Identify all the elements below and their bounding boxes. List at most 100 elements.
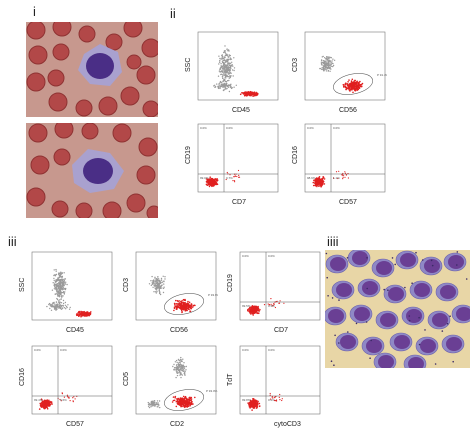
event-dot [231,61,233,63]
event-dot [315,181,318,184]
event-dot [155,292,157,294]
event-dot [61,272,63,274]
event-dot [188,306,190,309]
event-dot [218,55,220,57]
event-dot [181,369,183,372]
event-dot [181,367,183,369]
event-dot [184,304,187,307]
event-dot [212,181,215,183]
event-dot [158,400,161,402]
event-dot [221,61,224,64]
event-dot [218,61,221,63]
event-dot [180,356,182,359]
event-dot [179,358,182,361]
event-dot [229,58,231,60]
quadrant-label-q1: 0.0% [307,126,314,130]
event-dot [56,283,59,285]
event-dot [63,291,65,294]
event-dot [323,65,325,68]
event-dot [210,181,212,184]
event-dot [315,179,318,182]
event-dot [223,63,225,65]
event-dot [57,294,60,296]
event-dot [59,290,61,292]
event-dot [44,404,47,407]
event-dot [55,281,57,283]
event-dot [63,278,65,281]
event-dot [218,84,220,86]
event-dot [355,88,357,90]
event-dot [225,178,227,181]
event-dot [175,366,177,369]
event-dot [64,283,67,285]
event-dot [214,86,216,88]
event-dot [62,299,65,302]
event-dot [86,311,89,313]
event-dot [235,84,237,86]
event-dot [219,87,221,90]
quadrant-label-q1: 0.0% [242,348,249,352]
event-dot [258,310,261,312]
y-axis-label: CD3 [292,58,299,72]
event-dot [55,309,57,311]
event-dot [212,185,215,187]
event-dot [222,69,224,71]
event-dot [173,369,175,371]
event-dot [54,274,57,276]
flow-plot: 0.0% 0.0% 99.5% 0.5% CD7 CD19 [222,248,322,334]
event-dot [156,406,158,408]
granule [387,289,389,291]
event-dot [332,65,334,68]
event-dot [54,308,56,310]
event-dot [55,289,58,291]
event-dot [355,86,358,89]
event-dot [89,313,92,316]
event-dot [279,399,281,401]
event-dot [174,302,176,305]
event-dot [77,315,80,317]
plot-frame [31,251,113,321]
event-dot [63,280,65,282]
event-dot [225,65,228,67]
event-dot [254,305,256,308]
event-dot [163,283,165,285]
event-dot [56,290,58,292]
granule [421,259,424,261]
event-dot [224,50,227,52]
event-dot [42,404,45,406]
event-dot [185,307,188,310]
event-dot [179,366,182,368]
event-dot [220,63,222,65]
event-dot [157,283,159,285]
event-dot [176,302,178,305]
event-dot [316,185,318,188]
event-dot [173,399,176,402]
blood-smear-image-bottom [26,123,158,218]
event-dot [250,406,252,408]
blast-nucleus [83,158,113,184]
event-dot [330,65,333,67]
event-dot [348,83,351,85]
event-dot [157,276,159,278]
event-dot [154,291,157,293]
event-dot [59,281,62,284]
event-dot [178,400,181,402]
event-dot [41,405,44,408]
event-dot [39,402,41,405]
event-dot [322,55,324,58]
event-dot [249,399,252,402]
event-dot [48,399,50,402]
event-dot [189,306,191,309]
quadrant-label-q1: 0.0% [200,126,207,130]
event-dot [325,58,327,60]
event-dot [44,400,46,403]
granule [365,321,368,323]
event-dot [184,301,186,304]
event-dot [173,307,176,310]
event-dot [38,408,41,410]
x-axis-label: cytoCD3 [274,421,301,428]
granule [434,363,437,365]
event-dot [75,313,78,315]
event-dot [360,84,363,86]
event-dot [256,93,259,95]
